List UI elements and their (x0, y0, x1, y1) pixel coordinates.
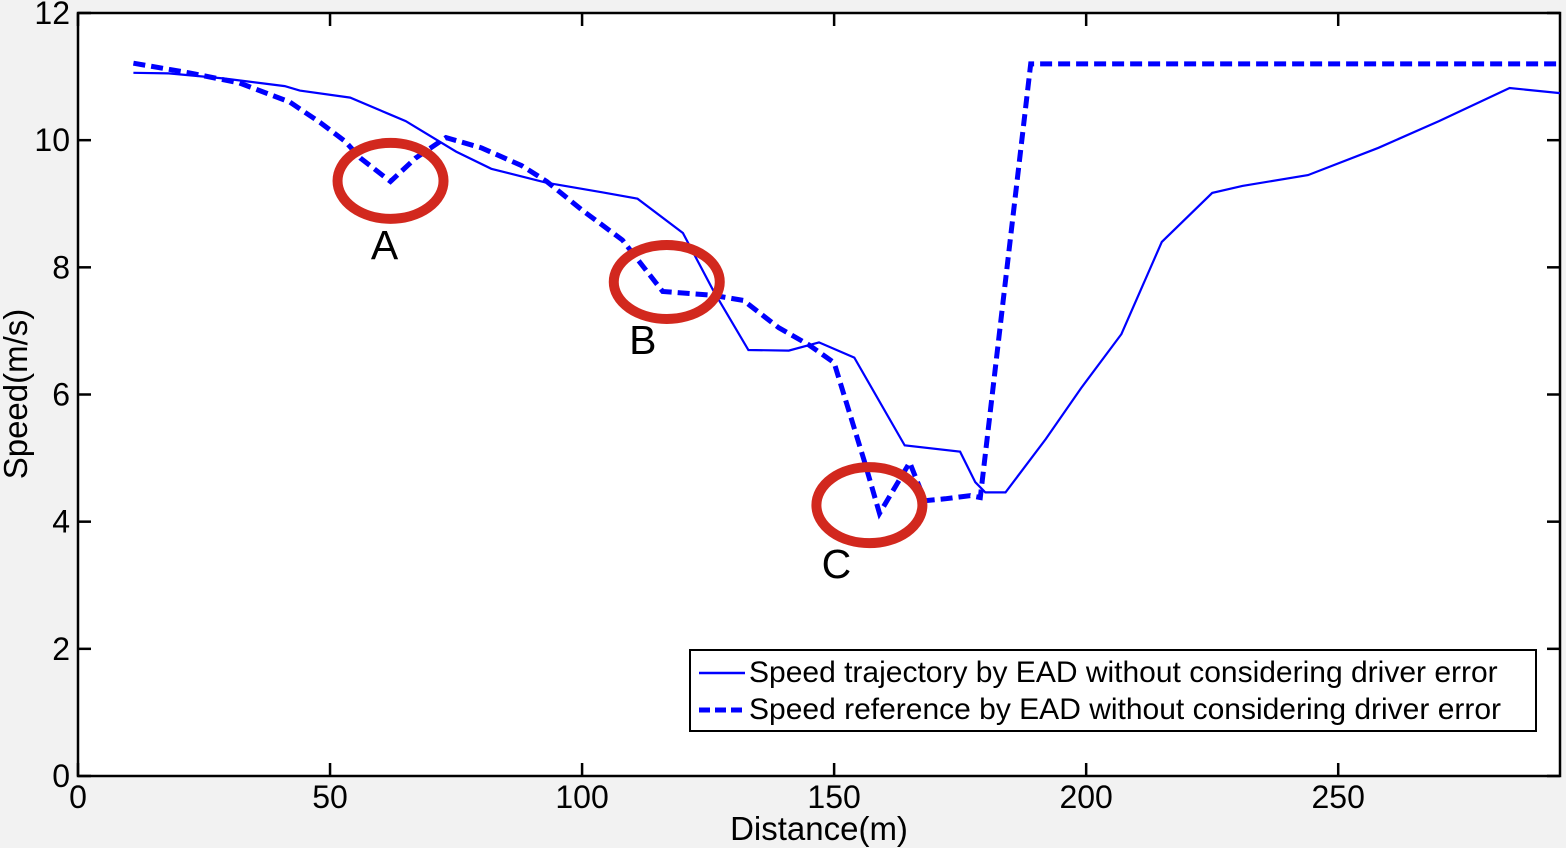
x-axis-title: Distance(m) (730, 810, 908, 847)
annotation-ellipse-b (608, 239, 725, 324)
legend-box: Speed trajectory by EAD without consider… (689, 649, 1537, 732)
y-tick-label: 8 (52, 249, 70, 285)
legend-label-reference: Speed reference by EAD without consideri… (749, 693, 1502, 726)
x-tick-label: 100 (555, 779, 608, 815)
x-tick-label: 200 (1059, 779, 1112, 815)
legend-item-trajectory: Speed trajectory by EAD without consider… (698, 654, 1535, 691)
annotations-layer: A B C (332, 137, 928, 587)
series-layer (132, 60, 1561, 520)
y-tick-label: 6 (52, 377, 70, 413)
annotation-label-a: A (371, 222, 399, 268)
x-tick-label: 250 (1312, 779, 1365, 815)
y-axis-title: Speed(m/s) (0, 309, 34, 480)
y-tick-label: 0 (52, 758, 70, 794)
y-tick-label: 10 (34, 122, 70, 158)
y-tick-label: 2 (52, 631, 70, 667)
y-tick-label: 12 (34, 0, 70, 31)
series-line-reference (132, 60, 1560, 520)
x-tick-label: 150 (807, 779, 860, 815)
annotation-label-c: C (822, 541, 852, 587)
annotation-label-b: B (629, 317, 656, 363)
annotation-ellipse-c (811, 462, 928, 549)
y-tick-label: 4 (52, 504, 70, 540)
plot-area (76, 11, 1562, 778)
x-tick-label: 0 (69, 779, 87, 815)
legend-label-trajectory: Speed trajectory by EAD without consider… (749, 656, 1498, 689)
series-line-trajectory (133, 71, 1561, 494)
annotation-ellipse-a (332, 137, 449, 224)
ticks-layer: 0 50 100 150 200 250 0 2 4 6 8 10 12 (34, 0, 1560, 815)
x-tick-label: 50 (312, 779, 348, 815)
legend-swatch-solid-line (699, 671, 745, 674)
legend-swatch-dashed-line (699, 707, 745, 712)
legend-item-reference: Speed reference by EAD without consideri… (698, 691, 1535, 728)
